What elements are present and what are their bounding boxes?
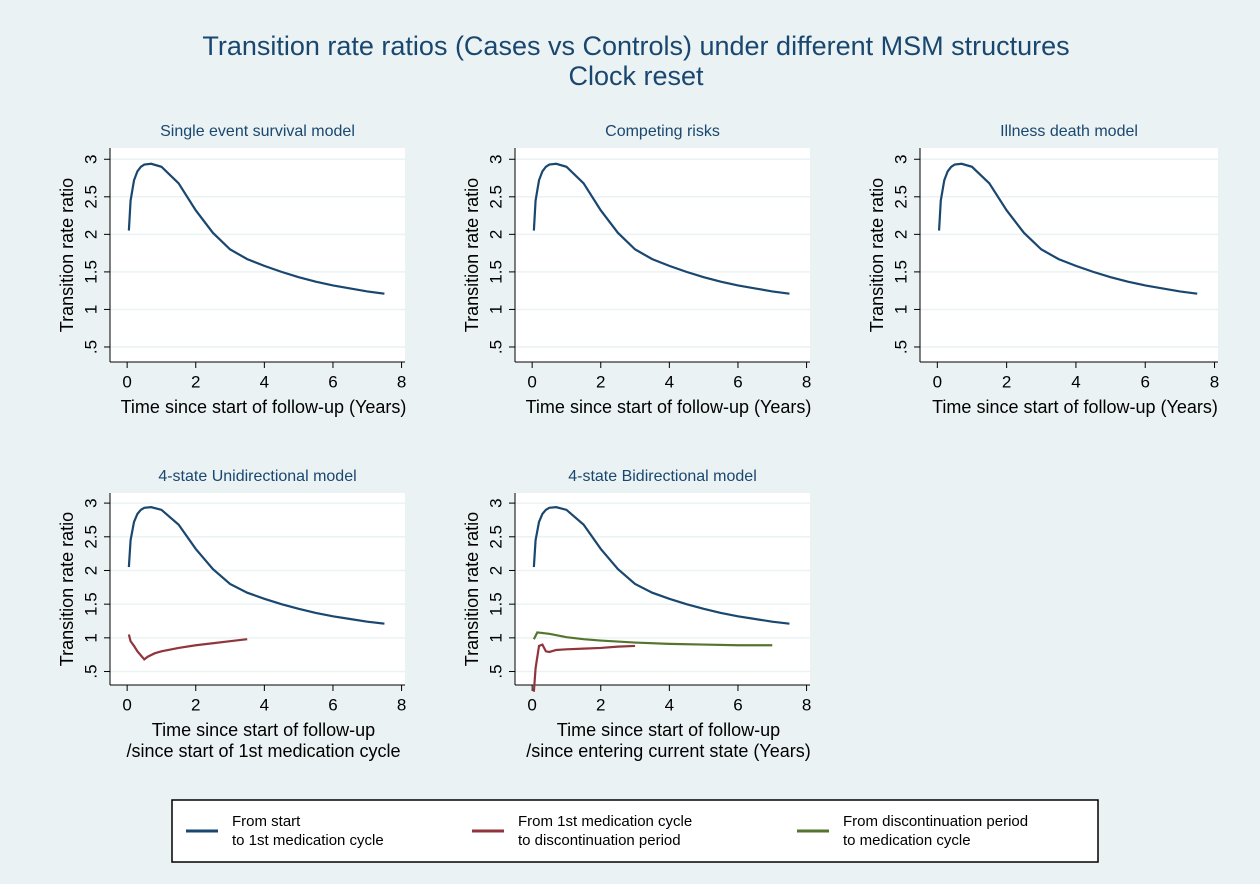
y-axis-label: Transition rate ratio (462, 178, 482, 332)
y-tick-label: 1 (891, 305, 910, 314)
series-line (532, 631, 773, 647)
x-tick-label: 0 (933, 372, 942, 391)
y-tick-label: 1.5 (891, 260, 910, 284)
x-tick-label: 8 (397, 695, 406, 714)
series-line (937, 162, 1198, 295)
plot-area (920, 148, 1218, 362)
y-tick-label: 2 (486, 230, 505, 239)
x-tick-label: 6 (328, 372, 337, 391)
x-tick-label: 4 (665, 372, 674, 391)
y-tick-label: 3 (81, 498, 100, 507)
x-axis-label: /since entering current state (Years) (526, 741, 810, 761)
legend-label: From discontinuation period (843, 813, 1028, 830)
series-line (532, 643, 636, 692)
x-tick-label: 2 (191, 372, 200, 391)
x-tick-label: 2 (596, 372, 605, 391)
x-tick-label: 4 (665, 695, 674, 714)
x-tick-label: 0 (122, 372, 131, 391)
panel-title: 4-state Unidirectional model (158, 468, 356, 485)
plot-area (110, 493, 405, 685)
x-tick-label: 6 (1140, 372, 1149, 391)
x-tick-label: 2 (191, 695, 200, 714)
x-tick-label: 6 (328, 695, 337, 714)
y-tick-label: 3 (486, 498, 505, 507)
x-tick-label: 2 (596, 695, 605, 714)
x-tick-label: 2 (1002, 372, 1011, 391)
series-line (532, 162, 790, 295)
series-line (127, 162, 385, 295)
y-tick-label: 3 (81, 155, 100, 164)
series-line (127, 634, 248, 661)
x-tick-label: 8 (802, 372, 811, 391)
x-tick-label: 6 (733, 372, 742, 391)
y-tick-label: 1.5 (486, 260, 505, 284)
y-tick-label: 2.5 (81, 525, 100, 549)
y-tick-label: 1.5 (81, 260, 100, 284)
legend-label: to medication cycle (843, 832, 971, 849)
x-axis-label: Time since start of follow-up (557, 720, 780, 740)
series-line (127, 506, 385, 625)
y-tick-label: 2 (81, 566, 100, 575)
y-tick-label: 1 (81, 305, 100, 314)
legend-label: to 1st medication cycle (232, 832, 384, 849)
y-axis-label: Transition rate ratio (462, 512, 482, 666)
y-tick-label: .5 (81, 340, 100, 354)
y-tick-label: 1 (486, 305, 505, 314)
panel-title: 4-state Bidirectional model (568, 468, 757, 485)
y-tick-label: 2 (486, 566, 505, 575)
plot-area (110, 148, 405, 362)
x-tick-label: 8 (802, 695, 811, 714)
plot-area (515, 493, 810, 685)
y-tick-label: 2.5 (81, 185, 100, 209)
y-tick-label: .5 (486, 664, 505, 678)
panel-title: Single event survival model (160, 123, 355, 140)
x-tick-label: 4 (260, 372, 269, 391)
figure-subtitle: Clock reset (568, 61, 704, 91)
y-axis-label: Transition rate ratio (57, 512, 77, 666)
x-tick-label: 0 (122, 695, 131, 714)
x-tick-label: 4 (1071, 372, 1080, 391)
y-tick-label: 2.5 (891, 185, 910, 209)
x-tick-label: 4 (260, 695, 269, 714)
panel-title: Competing risks (605, 123, 720, 140)
y-tick-label: 3 (486, 155, 505, 164)
x-axis-label: Time since start of follow-up (Years) (121, 397, 407, 417)
legend-label: From start (232, 813, 301, 830)
x-tick-label: 6 (733, 695, 742, 714)
y-tick-label: 2.5 (486, 185, 505, 209)
y-tick-label: 1 (81, 633, 100, 642)
panel-title: Illness death model (1000, 123, 1138, 140)
legend-box (171, 799, 1099, 863)
x-axis-label: Time since start of follow-up (Years) (932, 397, 1218, 417)
plot-area (515, 148, 810, 362)
y-tick-label: 1.5 (81, 592, 100, 616)
x-axis-label: Time since start of follow-up (Years) (526, 397, 812, 417)
series-line (532, 506, 790, 625)
y-tick-label: 2 (81, 230, 100, 239)
x-tick-label: 0 (527, 695, 536, 714)
legend-label: to discontinuation period (518, 832, 681, 849)
figure-title: Transition rate ratios (Cases vs Control… (202, 31, 1069, 61)
y-tick-label: .5 (891, 340, 910, 354)
y-tick-label: 3 (891, 155, 910, 164)
y-axis-label: Transition rate ratio (57, 178, 77, 332)
legend-label: From 1st medication cycle (518, 813, 692, 830)
y-tick-label: 1.5 (486, 592, 505, 616)
x-tick-label: 8 (1210, 372, 1219, 391)
x-axis-label: Time since start of follow-up (152, 720, 375, 740)
y-tick-label: .5 (486, 340, 505, 354)
x-axis-label: /since start of 1st medication cycle (126, 741, 400, 761)
x-tick-label: 0 (527, 372, 536, 391)
y-axis-label: Transition rate ratio (867, 178, 887, 332)
x-tick-label: 8 (397, 372, 406, 391)
y-tick-label: 2.5 (486, 525, 505, 549)
y-tick-label: .5 (81, 664, 100, 678)
y-tick-label: 2 (891, 230, 910, 239)
y-tick-label: 1 (486, 633, 505, 642)
